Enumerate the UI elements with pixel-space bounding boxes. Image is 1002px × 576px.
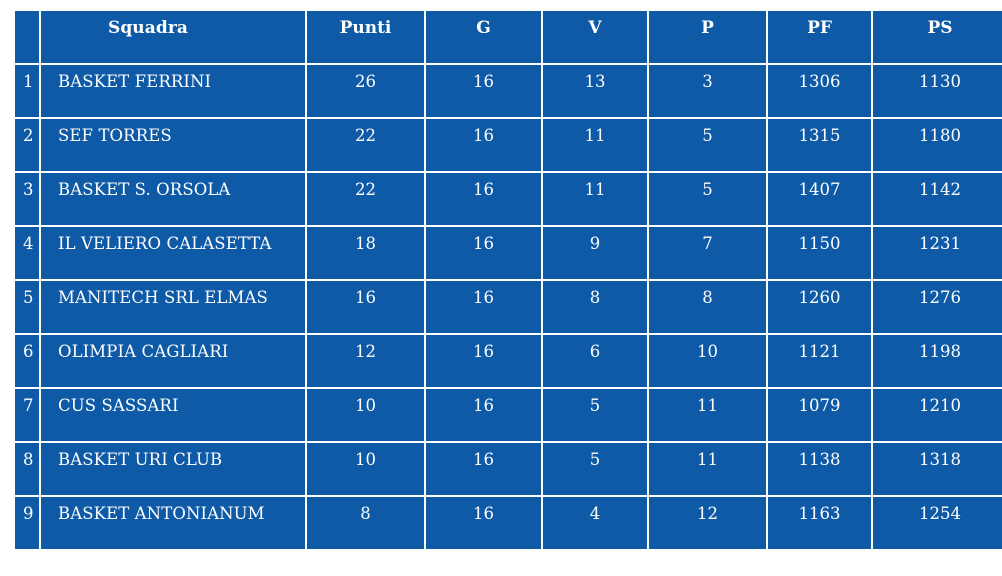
cell-won: 5: [541, 387, 649, 443]
cell-played: 16: [424, 387, 543, 443]
cell-team: CUS SASSARI: [39, 387, 307, 443]
cell-won: 9: [541, 225, 649, 281]
cell-points-against: 1210: [871, 387, 1002, 443]
cell-lost: 8: [647, 279, 768, 335]
cell-rank: 9: [13, 495, 41, 551]
cell-points: 22: [305, 117, 426, 173]
table-row: 2 SEF TORRES 22 16 11 5 1315 1180: [13, 117, 1002, 173]
cell-played: 16: [424, 63, 543, 119]
header-points-against: PS: [871, 9, 1002, 65]
cell-points-for: 1079: [766, 387, 873, 443]
cell-played: 16: [424, 495, 543, 551]
cell-team: OLIMPIA CAGLIARI: [39, 333, 307, 389]
cell-points-against: 1318: [871, 441, 1002, 497]
cell-points: 10: [305, 387, 426, 443]
cell-points-for: 1121: [766, 333, 873, 389]
cell-team: BASKET FERRINI: [39, 63, 307, 119]
cell-played: 16: [424, 441, 543, 497]
cell-points-for: 1138: [766, 441, 873, 497]
cell-played: 16: [424, 117, 543, 173]
header-played: G: [424, 9, 543, 65]
cell-points-for: 1150: [766, 225, 873, 281]
cell-lost: 11: [647, 441, 768, 497]
cell-rank: 5: [13, 279, 41, 335]
header-won: V: [541, 9, 649, 65]
cell-team: IL VELIERO CALASETTA: [39, 225, 307, 281]
standings-table: Squadra Punti G V P PF PS 1 BASKET FERRIN…: [13, 9, 1002, 551]
cell-points: 10: [305, 441, 426, 497]
cell-points-for: 1315: [766, 117, 873, 173]
cell-played: 16: [424, 171, 543, 227]
cell-rank: 4: [13, 225, 41, 281]
cell-points-against: 1231: [871, 225, 1002, 281]
table-row: 3 BASKET S. ORSOLA 22 16 11 5 1407 1142: [13, 171, 1002, 227]
cell-won: 11: [541, 117, 649, 173]
cell-lost: 5: [647, 117, 768, 173]
cell-points-for: 1306: [766, 63, 873, 119]
table-row: 4 IL VELIERO CALASETTA 18 16 9 7 1150 1231: [13, 225, 1002, 281]
header-points-for: PF: [766, 9, 873, 65]
header-rank: [13, 9, 41, 65]
cell-played: 16: [424, 225, 543, 281]
cell-points: 18: [305, 225, 426, 281]
cell-lost: 12: [647, 495, 768, 551]
cell-team: BASKET ANTONIANUM: [39, 495, 307, 551]
cell-points-against: 1142: [871, 171, 1002, 227]
table-row: 8 BASKET URI CLUB 10 16 5 11 1138 1318: [13, 441, 1002, 497]
cell-won: 11: [541, 171, 649, 227]
cell-played: 16: [424, 279, 543, 335]
cell-rank: 1: [13, 63, 41, 119]
cell-won: 8: [541, 279, 649, 335]
header-team: Squadra: [39, 9, 307, 65]
cell-lost: 7: [647, 225, 768, 281]
standings-body: 1 BASKET FERRINI 26 16 13 3 1306 1130 2 SEF TORRE…: [13, 63, 1002, 551]
cell-team: BASKET S. ORSOLA: [39, 171, 307, 227]
cell-points-against: 1276: [871, 279, 1002, 335]
cell-rank: 7: [13, 387, 41, 443]
table-row: 9 BASKET ANTONIANUM 8 16 4 12 1163 1254: [13, 495, 1002, 551]
cell-points-against: 1130: [871, 63, 1002, 119]
cell-lost: 5: [647, 171, 768, 227]
cell-team: SEF TORRES: [39, 117, 307, 173]
cell-rank: 8: [13, 441, 41, 497]
header-points: Punti: [305, 9, 426, 65]
header-row: Squadra Punti G V P PF PS: [13, 9, 1002, 65]
table-row: 1 BASKET FERRINI 26 16 13 3 1306 1130: [13, 63, 1002, 119]
cell-played: 16: [424, 333, 543, 389]
cell-points: 8: [305, 495, 426, 551]
cell-lost: 11: [647, 387, 768, 443]
cell-points-against: 1180: [871, 117, 1002, 173]
cell-points: 12: [305, 333, 426, 389]
table-row: 5 MANITECH SRL ELMAS 16 16 8 8 1260 1276: [13, 279, 1002, 335]
cell-team: MANITECH SRL ELMAS: [39, 279, 307, 335]
cell-points-against: 1198: [871, 333, 1002, 389]
header-lost: P: [647, 9, 768, 65]
cell-points-for: 1163: [766, 495, 873, 551]
cell-rank: 3: [13, 171, 41, 227]
cell-points: 26: [305, 63, 426, 119]
cell-points-for: 1260: [766, 279, 873, 335]
cell-won: 13: [541, 63, 649, 119]
cell-won: 4: [541, 495, 649, 551]
cell-lost: 10: [647, 333, 768, 389]
cell-won: 5: [541, 441, 649, 497]
cell-points: 16: [305, 279, 426, 335]
table-row: 6 OLIMPIA CAGLIARI 12 16 6 10 1121 1198: [13, 333, 1002, 389]
cell-rank: 2: [13, 117, 41, 173]
cell-points: 22: [305, 171, 426, 227]
cell-won: 6: [541, 333, 649, 389]
cell-points-against: 1254: [871, 495, 1002, 551]
cell-team: BASKET URI CLUB: [39, 441, 307, 497]
cell-points-for: 1407: [766, 171, 873, 227]
cell-rank: 6: [13, 333, 41, 389]
table-row: 7 CUS SASSARI 10 16 5 11 1079 1210: [13, 387, 1002, 443]
cell-lost: 3: [647, 63, 768, 119]
